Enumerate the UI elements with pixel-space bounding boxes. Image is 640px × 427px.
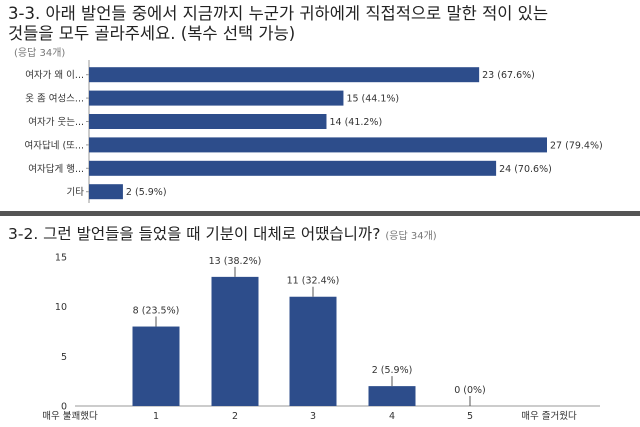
section-divider	[0, 211, 640, 216]
x-tick-label: 2	[232, 411, 238, 422]
data-label: 13 (38.2%)	[209, 256, 262, 267]
horizontal-bar-chart: 여자가 왜 이... 23 (67.6%) 옷 좀 여성스... 15 (44.1%)…	[25, 60, 603, 203]
y-tick-label: 15	[55, 253, 67, 264]
y-tick-label: 10	[55, 302, 67, 313]
x-tick-label: 4	[389, 411, 395, 422]
response-count: (응답 34개)	[14, 48, 66, 59]
y-tick-label: 5	[61, 352, 67, 363]
question-3-2-title-text: 3-2. 그런 발언들을 들었을 때 기분이 대체로 어땠습니까?	[8, 225, 381, 243]
x-tick-label: 3	[310, 411, 316, 422]
data-label: 2 (5.9%)	[126, 187, 167, 198]
response-count: (응답 34개)	[385, 231, 437, 242]
data-label: 15 (44.1%)	[346, 94, 399, 105]
bar	[89, 90, 344, 106]
x-tick-label: 1	[153, 411, 159, 422]
category-label: 여자가 웃는...	[28, 116, 84, 128]
bar	[132, 326, 180, 406]
question-3-3-title-line2: 것들을 모두 골라주세요. (복수 선택 가능)	[8, 24, 296, 43]
bar	[289, 296, 337, 406]
data-label: 2 (5.9%)	[372, 365, 413, 376]
bar	[211, 276, 259, 406]
category-label: 기타	[67, 187, 85, 198]
data-label: 24 (70.6%)	[499, 164, 552, 175]
x-end-label-right: 매우 즐거웠다	[521, 411, 577, 422]
bar	[89, 137, 547, 153]
bar	[89, 114, 327, 129]
data-label: 0 (0%)	[454, 385, 486, 396]
data-label: 11 (32.4%)	[287, 276, 340, 287]
data-label: 8 (23.5%)	[133, 306, 180, 317]
x-end-label-left: 매우 불쾌했다	[42, 410, 98, 422]
bar	[89, 67, 480, 83]
bar	[368, 386, 416, 406]
data-label: 23 (67.6%)	[482, 70, 535, 81]
question-3-3-title: 3-3. 아래 발언들 중에서 지금까지 누군가 귀하에게 직접적으로 말한 적…	[8, 4, 549, 23]
bar	[89, 184, 123, 200]
category-label: 여자답게 행...	[28, 163, 84, 175]
y-tick-label: 0	[61, 402, 67, 413]
category-label: 여자답네 (또...	[25, 139, 85, 151]
category-label: 옷 좀 여성스...	[25, 93, 84, 105]
question-3-2-title: 3-2. 그런 발언들을 들었을 때 기분이 대체로 어땠습니까? (응답 34…	[8, 224, 437, 247]
data-label: 14 (41.2%)	[329, 117, 382, 128]
x-tick-label: 5	[467, 411, 473, 422]
bar	[89, 160, 497, 176]
category-label: 여자가 왜 이...	[25, 69, 84, 81]
data-label: 27 (79.4%)	[550, 140, 603, 151]
